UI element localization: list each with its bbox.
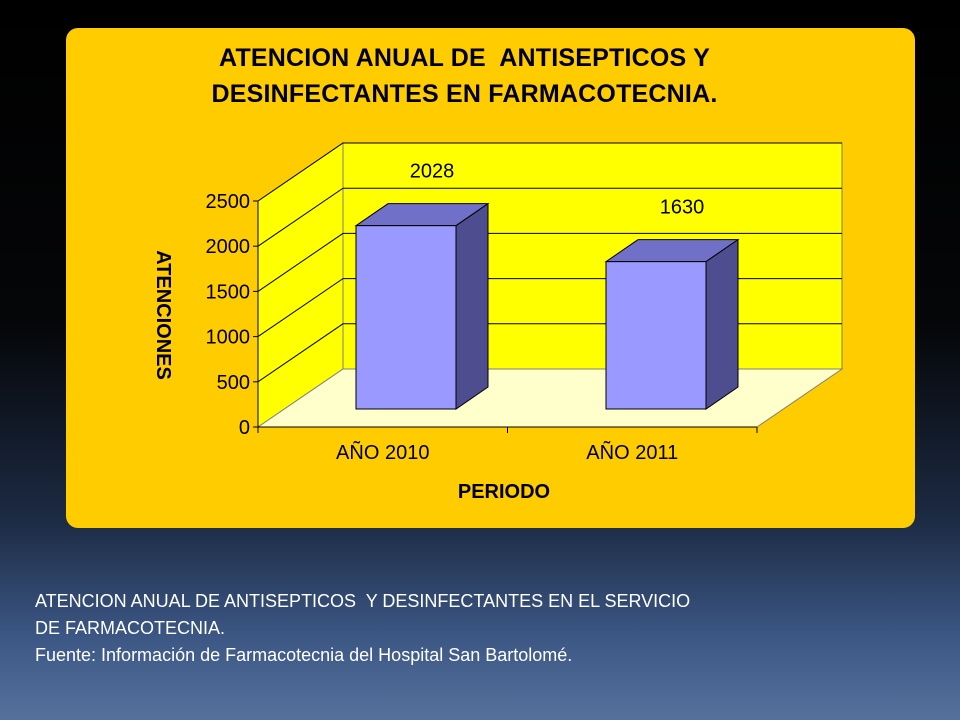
y-tick-label: 0 [239, 417, 250, 439]
gridline [257, 187, 842, 247]
floor [256, 368, 844, 428]
slide-caption: ATENCION ANUAL DE ANTISEPTICOS Y DESINFE… [35, 588, 935, 669]
y-tick-label: 500 [217, 372, 250, 394]
chart-title-line-2: DESINFECTANTES EN FARMACOTECNIA. [211, 80, 718, 108]
data-label: 1630 [660, 197, 705, 219]
caption-line-1: ATENCION ANUAL DE ANTISEPTICOS Y DESINFE… [35, 591, 691, 611]
x-axis-title: PERIODO [458, 481, 550, 503]
gridline [257, 142, 842, 202]
y-tick-label: 2000 [206, 236, 251, 258]
bar [605, 261, 707, 410]
x-tick-label: AÑO 2010 [336, 440, 429, 464]
caption-line-3: Fuente: Información de Farmacotecnia del… [35, 645, 573, 665]
bar-side [455, 202, 489, 410]
y-tick-label: 1500 [206, 281, 251, 303]
data-label: 2028 [410, 161, 455, 183]
y-tick-label: 1000 [206, 327, 251, 349]
chart-title-line-1: ATENCION ANUAL DE ANTISEPTICOS Y [219, 44, 710, 72]
caption-line-2: DE FARMACOTECNIA. [35, 618, 226, 638]
y-axis-title: ATENCIONES [152, 250, 174, 380]
bar-side [705, 238, 739, 410]
y-tick-label: 2500 [206, 191, 251, 213]
bar [355, 225, 457, 410]
x-tick-label: AÑO 2011 [586, 440, 678, 464]
gridline [257, 232, 842, 292]
